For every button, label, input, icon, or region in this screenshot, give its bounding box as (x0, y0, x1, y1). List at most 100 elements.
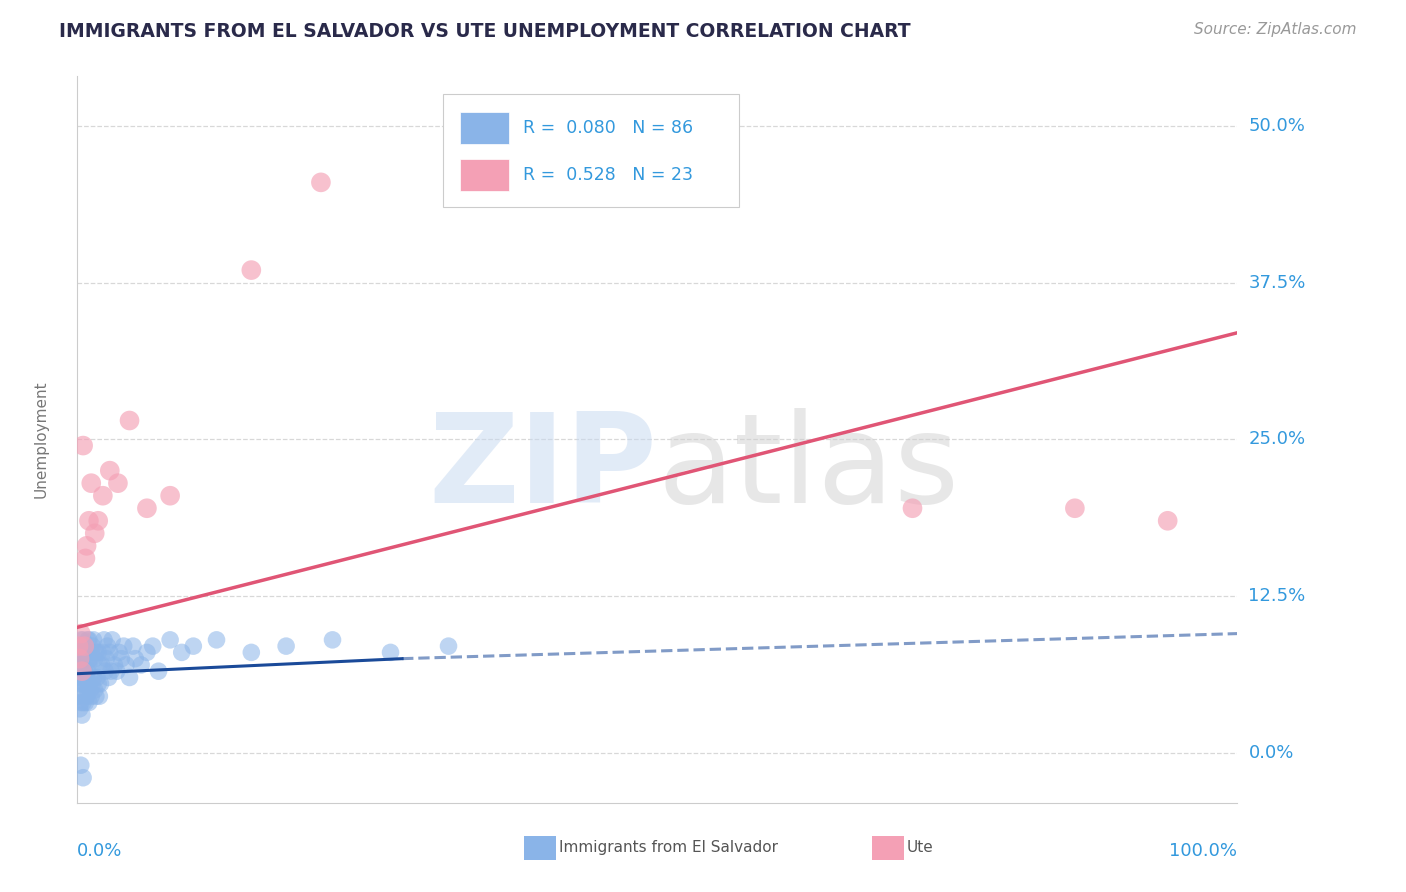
Point (70, 664, 93, 678)
Text: 0.0%: 0.0% (77, 842, 122, 860)
FancyBboxPatch shape (460, 112, 509, 144)
Point (170, 645, 193, 659)
Point (309, 175, 332, 189)
Text: atlas: atlas (658, 408, 959, 529)
Point (89, 690, 111, 704)
Point (129, 657, 152, 672)
Point (77, 696, 100, 710)
Point (76, 670, 98, 684)
Point (77, 632, 100, 647)
Point (73, 664, 96, 678)
FancyBboxPatch shape (872, 836, 904, 860)
Text: 25.0%: 25.0% (1249, 430, 1306, 449)
Point (72, 696, 94, 710)
Point (84, 690, 107, 704)
Point (107, 476, 129, 491)
Point (69, 702, 91, 716)
Point (72, 771, 94, 785)
Point (80, 690, 103, 704)
Point (73, 645, 96, 659)
Point (69, 758, 91, 772)
Point (91, 489, 114, 503)
Point (83, 632, 105, 647)
Point (274, 639, 298, 653)
Point (84, 645, 107, 659)
Point (79, 651, 101, 665)
Point (82, 677, 104, 691)
Point (98, 645, 121, 659)
Text: 12.5%: 12.5% (1249, 587, 1306, 605)
Point (122, 639, 145, 653)
Point (76, 539, 98, 553)
Text: R =  0.080   N = 86: R = 0.080 N = 86 (523, 119, 693, 136)
Point (77, 657, 100, 672)
Text: 100.0%: 100.0% (1170, 842, 1237, 860)
Point (159, 489, 181, 503)
Point (69, 670, 91, 684)
Point (69, 696, 91, 710)
Point (72, 439, 94, 453)
Point (67, 690, 90, 704)
Point (76, 690, 98, 704)
Point (90, 657, 112, 672)
Point (87, 645, 110, 659)
FancyBboxPatch shape (443, 94, 738, 207)
Point (901, 501, 924, 516)
Point (142, 639, 165, 653)
Point (183, 639, 205, 653)
Point (69, 645, 91, 659)
Text: ZIP: ZIP (429, 408, 658, 529)
Point (103, 657, 125, 672)
Text: IMMIGRANTS FROM EL SALVADOR VS UTE UNEMPLOYMENT CORRELATION CHART: IMMIGRANTS FROM EL SALVADOR VS UTE UNEMP… (59, 22, 911, 41)
Point (437, 639, 460, 653)
Point (79, 683, 101, 698)
Point (240, 263, 263, 277)
Text: 0.0%: 0.0% (1249, 744, 1294, 762)
Point (97, 670, 120, 684)
Point (87, 514, 110, 528)
Point (90, 677, 111, 691)
Text: Immigrants from El Salvador: Immigrants from El Salvador (558, 840, 778, 855)
Point (83, 651, 105, 665)
Point (77, 677, 100, 691)
Point (75, 639, 97, 653)
Point (96, 651, 118, 665)
Text: Unemployment: Unemployment (34, 381, 48, 498)
Point (380, 645, 402, 659)
Point (75, 551, 97, 566)
Point (83, 670, 105, 684)
FancyBboxPatch shape (524, 836, 557, 860)
Point (82, 639, 104, 653)
Point (72, 632, 94, 647)
Point (148, 664, 170, 678)
Point (1156, 514, 1178, 528)
Point (86, 670, 108, 684)
Point (70, 708, 93, 723)
Point (108, 645, 131, 659)
Point (93, 632, 115, 647)
Point (69, 677, 91, 691)
Point (70, 639, 93, 653)
Point (118, 670, 141, 684)
Point (76, 645, 98, 659)
Point (75, 696, 97, 710)
Point (69, 626, 91, 640)
Point (159, 632, 181, 647)
Point (75, 677, 97, 691)
Text: Source: ZipAtlas.com: Source: ZipAtlas.com (1194, 22, 1357, 37)
Point (76, 632, 98, 647)
Point (67, 639, 90, 653)
Text: Ute: Ute (907, 840, 934, 855)
Point (69, 657, 91, 672)
Point (240, 645, 263, 659)
Text: 37.5%: 37.5% (1249, 274, 1306, 292)
Point (69, 651, 91, 665)
Point (94, 664, 117, 678)
Point (70, 677, 93, 691)
Point (135, 645, 157, 659)
Point (76, 664, 98, 678)
Point (118, 413, 141, 427)
Point (73, 639, 96, 653)
Point (73, 683, 96, 698)
Point (205, 632, 228, 647)
